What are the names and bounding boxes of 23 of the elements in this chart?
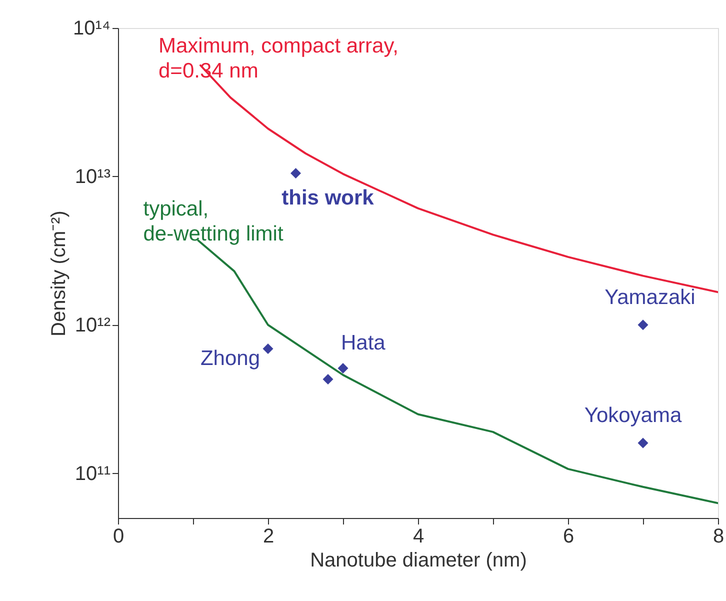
x-tick-label: 6	[562, 526, 574, 548]
series-label: Hata	[341, 331, 386, 354]
point	[290, 168, 301, 179]
x-tick-label: 4	[412, 526, 424, 548]
y-tick-label: 10¹²	[74, 314, 111, 336]
point	[638, 320, 648, 330]
series-label: Zhong	[200, 346, 260, 370]
series-label: Yokoyama	[584, 404, 682, 428]
point	[338, 363, 348, 374]
series-label: Yamazaki	[604, 286, 696, 309]
x-tick-label: 2	[262, 526, 274, 548]
y-axis-title: Density (cm⁻²)	[48, 210, 70, 336]
x-tick-label: 0	[112, 526, 124, 548]
point	[638, 438, 648, 448]
x-axis-title: Nanotube diameter (nm)	[310, 550, 527, 572]
y-tick-label: 10¹⁴	[73, 18, 110, 40]
point	[322, 374, 334, 385]
point	[262, 344, 274, 354]
y-tick-label: 10¹³	[74, 166, 111, 188]
y-tick-label: 10¹¹	[74, 462, 111, 485]
series-label: this work	[282, 186, 374, 210]
series-label: typical, de-wetting limit	[143, 198, 284, 246]
x-tick-label: 8	[712, 526, 724, 548]
